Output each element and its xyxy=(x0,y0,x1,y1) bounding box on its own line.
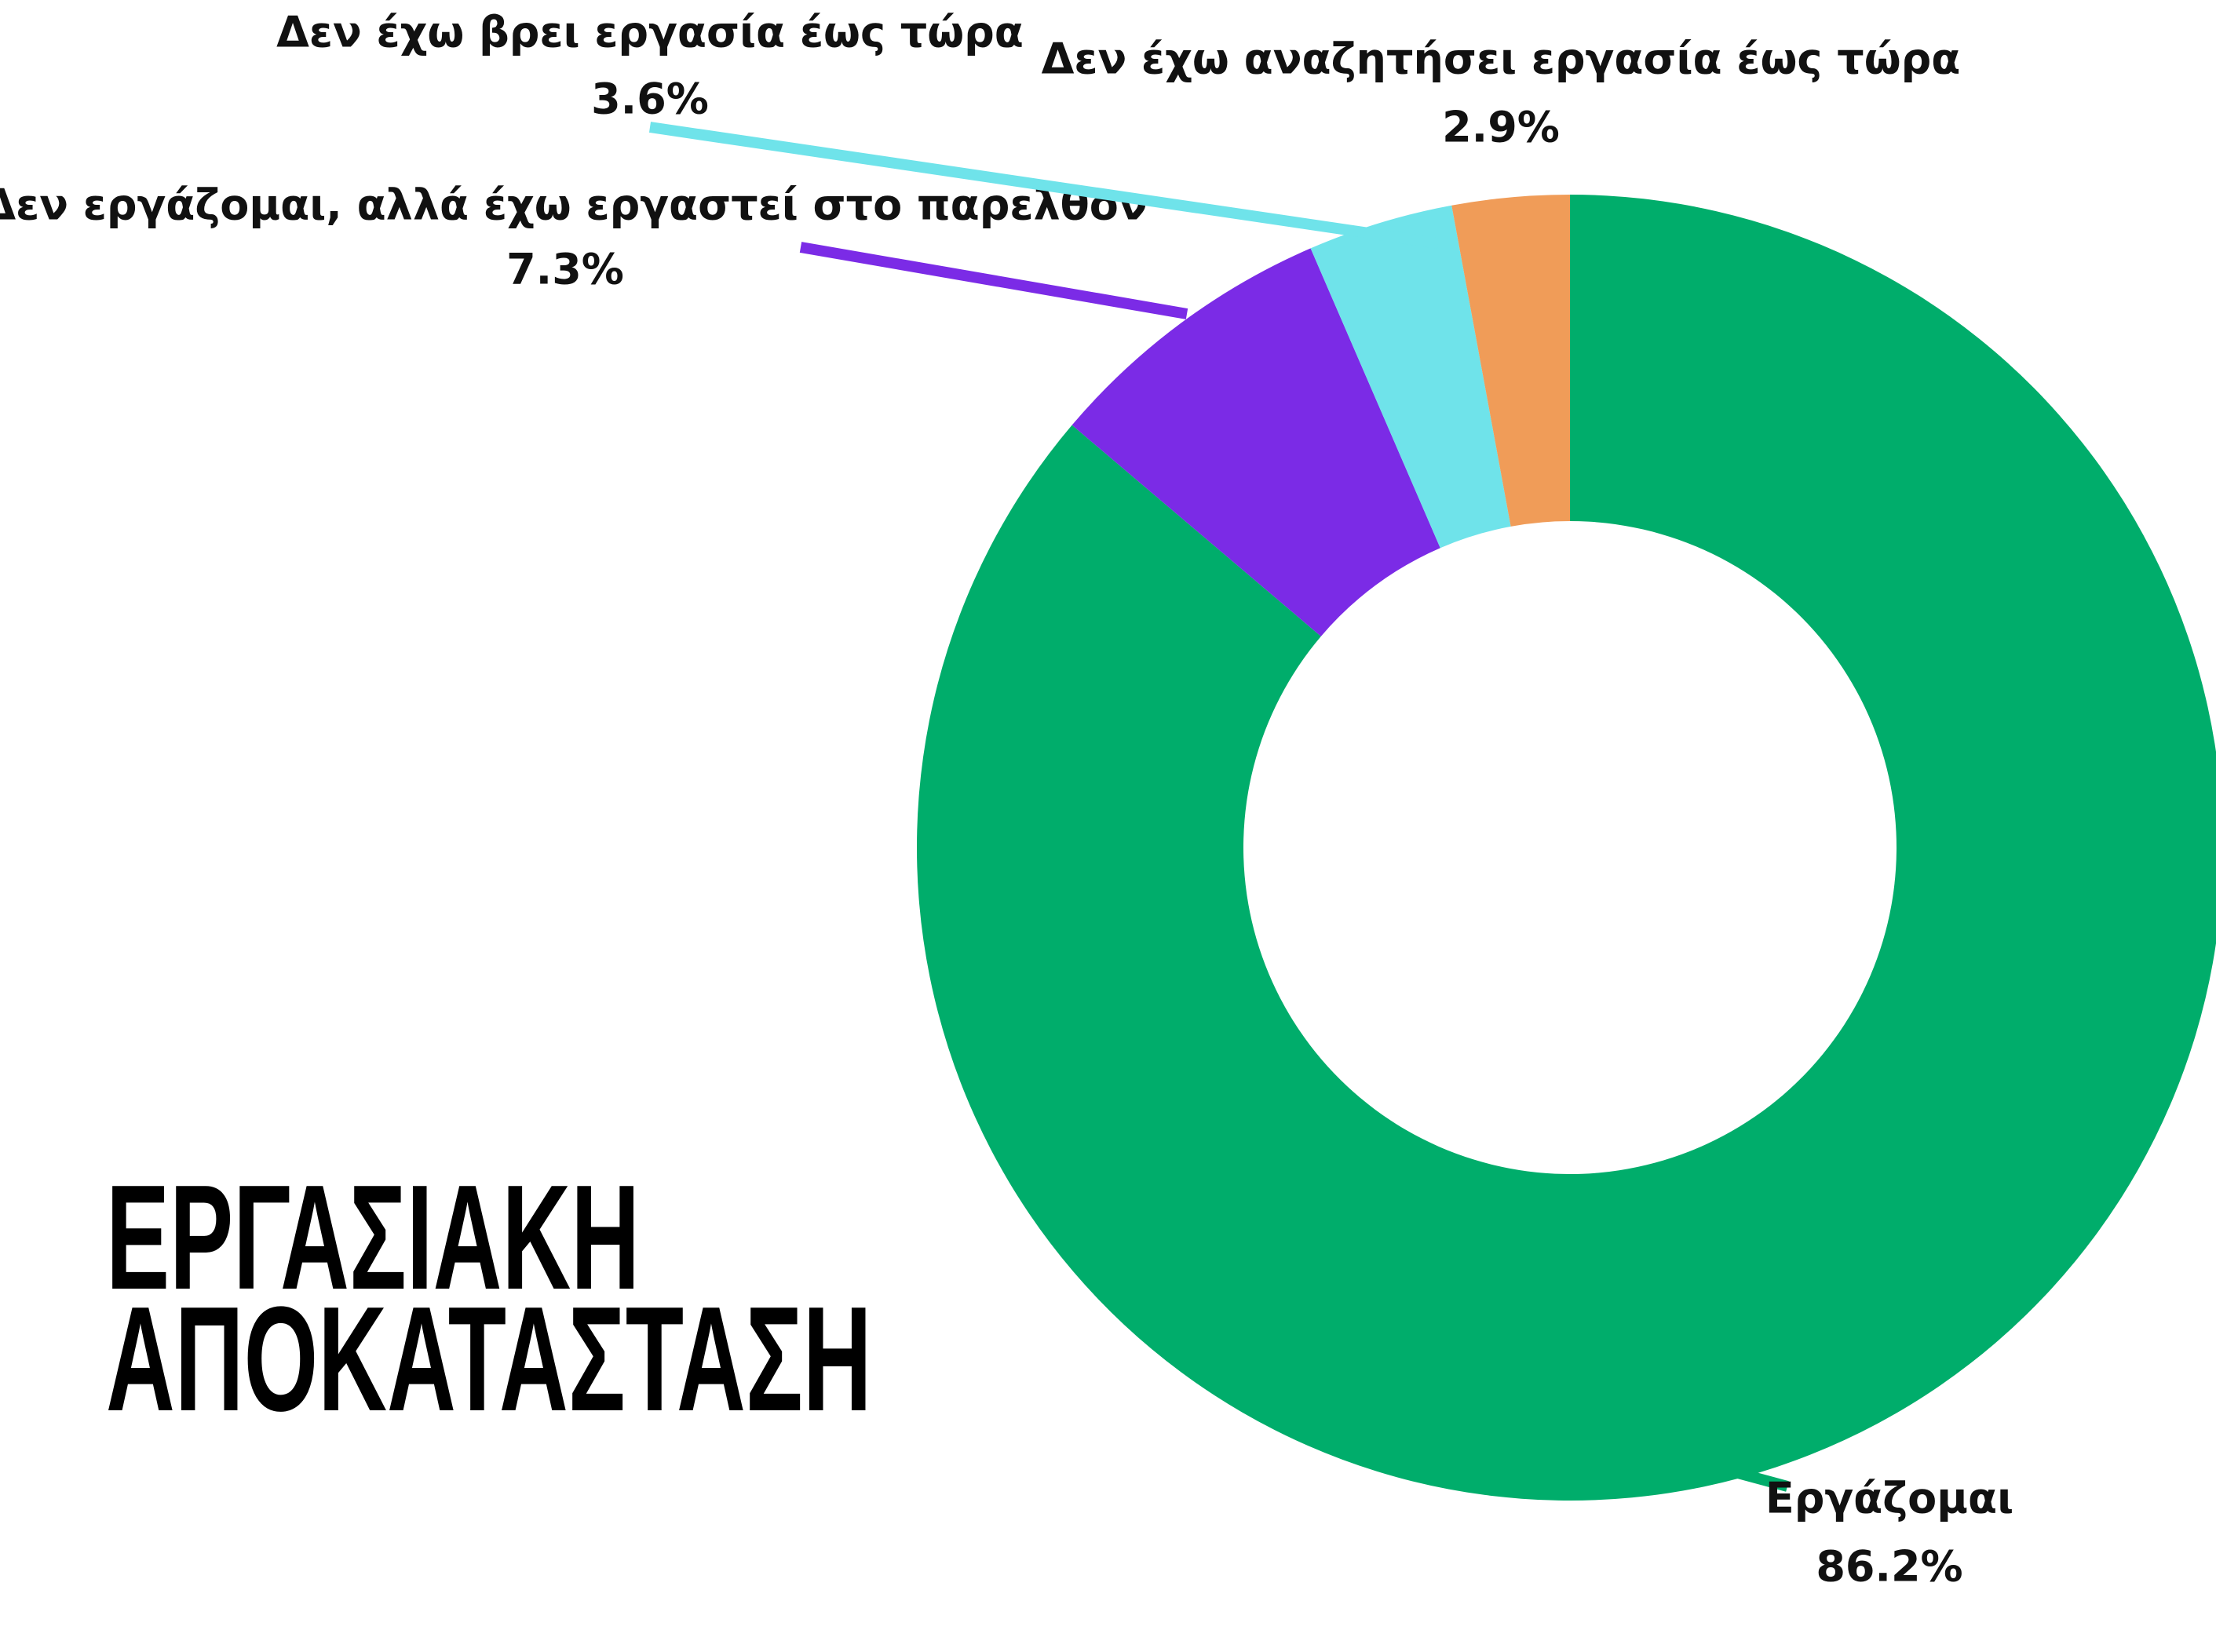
value-label: 2.9% xyxy=(1442,103,1560,152)
slice-label: Δεν έχω βρει εργασία έως τώρα xyxy=(276,8,1024,57)
slice-label: Δεν έχω αναζητήσει εργασία έως τώρα xyxy=(1042,35,1961,84)
donut-slice xyxy=(1310,205,1511,549)
value-label: 3.6% xyxy=(591,75,709,124)
donut-slice xyxy=(1071,248,1440,636)
donut-slice xyxy=(1451,195,1570,527)
leader-line xyxy=(1736,1468,1789,1492)
value-label: 86.2% xyxy=(1816,1542,1962,1592)
donut-slice xyxy=(917,195,2216,1501)
value-label: 7.3% xyxy=(506,245,624,294)
slice-label: Εργάζομαι xyxy=(1765,1474,2013,1523)
chart-title: ΕΡΓΑΣΙΑΚΗ ΑΠΟΚΑΤΑΣΤΑΣΗ xyxy=(106,1154,872,1442)
leader-line xyxy=(648,122,1440,249)
leader-line xyxy=(799,242,1188,319)
slice-label: Δεν εργάζομαι, αλλά έχω εργαστεί στο παρ… xyxy=(0,181,1148,230)
